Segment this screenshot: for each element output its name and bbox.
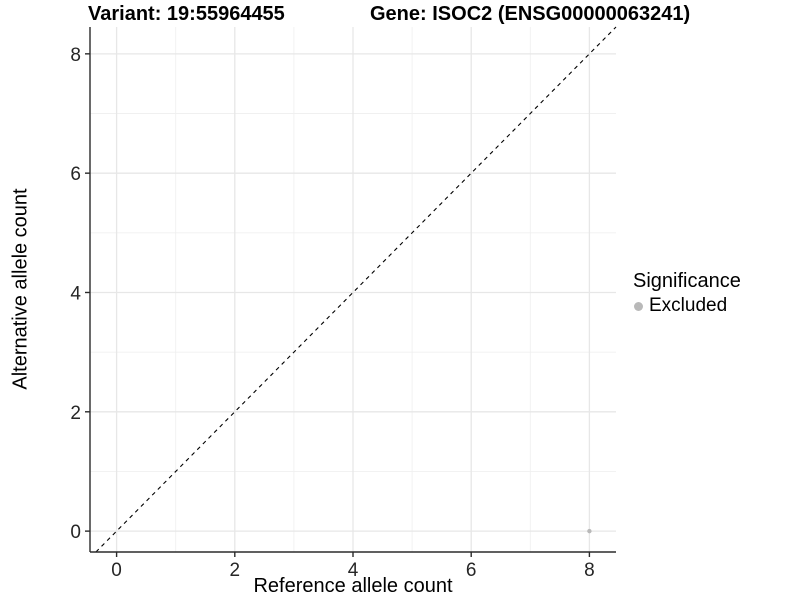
x-tick-label: 4 xyxy=(348,560,359,581)
y-tick-label: 6 xyxy=(70,164,81,185)
x-tick-label: 8 xyxy=(584,560,595,581)
y-tick-label: 4 xyxy=(70,283,81,304)
legend-item-excluded: Excluded xyxy=(630,295,741,317)
x-tick-label: 2 xyxy=(230,560,241,581)
identity-reference-line xyxy=(95,26,617,553)
legend-item-label: Excluded xyxy=(649,295,728,316)
variant-title: Variant: 19:55964455 xyxy=(88,3,285,25)
x-axis-title: Reference allele count xyxy=(253,575,453,597)
y-tick-label: 8 xyxy=(70,45,81,66)
x-tick-label: 0 xyxy=(111,560,122,581)
legend: Significance Excluded xyxy=(630,270,741,317)
legend-title: Significance xyxy=(633,270,741,292)
legend-key xyxy=(630,298,647,315)
y-tick-label: 2 xyxy=(70,403,81,424)
data-point xyxy=(587,528,592,534)
y-tick-label: 0 xyxy=(70,522,81,543)
excluded-point-icon xyxy=(634,301,643,311)
x-tick-label: 6 xyxy=(466,560,477,581)
gene-title: Gene: ISOC2 (ENSG00000063241) xyxy=(370,3,691,25)
y-axis-title: Alternative allele count xyxy=(9,188,32,390)
